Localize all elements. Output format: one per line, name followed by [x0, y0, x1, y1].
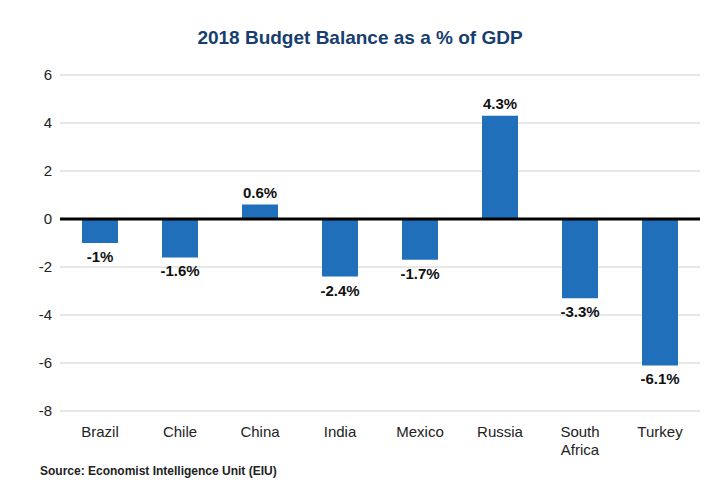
svg-text:India: India — [324, 423, 357, 440]
html-text:2018 Budget Balance as a % of: 2018 Budget Balance as a % of GDP — [197, 27, 523, 48]
svg-text:0: 0 — [44, 210, 52, 227]
svg-text:-4: -4 — [39, 306, 52, 323]
svg-text:China: China — [240, 423, 280, 440]
svg-text:SouthAfrica: SouthAfrica — [560, 423, 599, 458]
svg-text:-2: -2 — [39, 258, 52, 275]
svg-text:Mexico: Mexico — [396, 423, 444, 440]
svg-text:4: 4 — [44, 114, 52, 131]
svg-text:-8: -8 — [39, 402, 52, 419]
svg-text:-3.3%: -3.3% — [560, 303, 599, 320]
svg-text:Brazil: Brazil — [81, 423, 119, 440]
svg-text:6: 6 — [44, 66, 52, 83]
svg-text:Chile: Chile — [163, 423, 197, 440]
svg-text:Russia: Russia — [477, 423, 524, 440]
svg-text:-6.1%: -6.1% — [640, 370, 679, 387]
svg-text:-1.7%: -1.7% — [400, 265, 439, 282]
svg-text:0.6%: 0.6% — [243, 184, 277, 201]
html-text:Source: Economist Intelligence: Source: Economist Intelligence Unit (EIU… — [40, 464, 277, 478]
svg-text:-6: -6 — [39, 354, 52, 371]
svg-text:-1%: -1% — [87, 248, 114, 265]
svg-text:2: 2 — [44, 162, 52, 179]
svg-text:-2.4%: -2.4% — [320, 282, 359, 299]
svg-text:-1.6%: -1.6% — [160, 262, 199, 279]
svg-text:Turkey: Turkey — [637, 423, 683, 440]
svg-text:4.3%: 4.3% — [483, 95, 517, 112]
